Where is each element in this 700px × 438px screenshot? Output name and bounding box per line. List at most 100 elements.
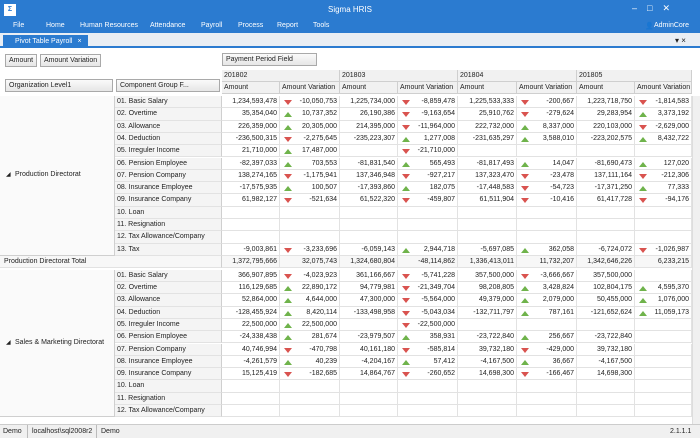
value-cell: 11,732,207 bbox=[517, 255, 577, 269]
variation-arrow bbox=[284, 310, 292, 316]
value-cell bbox=[577, 318, 635, 332]
menu-item[interactable]: Payroll bbox=[201, 22, 223, 29]
value-cell: -9,003,861 bbox=[222, 243, 280, 256]
variation-arrow bbox=[521, 273, 529, 279]
value-cell bbox=[222, 392, 280, 405]
group-cell bbox=[0, 269, 115, 418]
value-cell: -24,338,438 bbox=[222, 331, 280, 344]
variation-arrow bbox=[402, 186, 410, 192]
value-cell: 116,129,685 bbox=[222, 282, 280, 295]
variation-arrow bbox=[402, 298, 410, 304]
variation-arrow bbox=[521, 112, 529, 118]
variation-arrow bbox=[521, 173, 529, 179]
variation-arrow bbox=[521, 286, 529, 291]
menu-item[interactable]: Attendance bbox=[150, 22, 186, 29]
value-cell bbox=[280, 206, 340, 219]
value-cell: 20,305,000 bbox=[280, 120, 340, 133]
value-cell bbox=[280, 392, 340, 405]
expand-icon[interactable]: ◢ bbox=[6, 339, 11, 346]
value-cell: 1,225,734,000 bbox=[340, 96, 398, 109]
variation-arrow bbox=[284, 136, 292, 142]
data-field-button[interactable]: Amount bbox=[5, 54, 38, 67]
value-cell: 1,277,008 bbox=[398, 132, 458, 146]
data-field-button[interactable]: Amount Variation bbox=[40, 54, 102, 67]
variation-arrow bbox=[284, 359, 292, 365]
value-cell: -236,500,315 bbox=[222, 132, 280, 146]
value-cell bbox=[635, 343, 692, 356]
scrollbar[interactable] bbox=[692, 96, 700, 424]
value-cell: 127,020 bbox=[635, 157, 692, 170]
variation-arrow bbox=[639, 310, 647, 316]
column-field-button[interactable]: Payment Period Field bbox=[222, 53, 317, 66]
value-cell bbox=[635, 405, 692, 418]
value-cell: 61,417,728 bbox=[577, 194, 635, 207]
row-label: 10. Loan bbox=[115, 380, 222, 393]
value-cell bbox=[635, 206, 692, 219]
value-cell: -4,261,579 bbox=[222, 355, 280, 369]
user-name[interactable]: AdminCore bbox=[654, 22, 690, 29]
menu-item[interactable]: Report bbox=[277, 22, 299, 29]
value-cell: 61,522,320 bbox=[340, 194, 398, 207]
tab-controls[interactable]: ▾ × bbox=[675, 36, 686, 45]
value-cell: 137,111,164 bbox=[577, 169, 635, 183]
variation-arrow bbox=[402, 112, 410, 118]
value-cell: -212,306 bbox=[635, 169, 692, 183]
value-cell: -429,000 bbox=[517, 343, 577, 356]
measure-header: Amount Variation bbox=[280, 82, 340, 94]
value-cell: 22,500,000 bbox=[280, 318, 340, 332]
variation-arrow bbox=[402, 310, 410, 316]
row-label: 12. Tax Allowance/Company bbox=[115, 231, 222, 244]
value-cell: -10,050,753 bbox=[280, 96, 340, 109]
value-cell: 138,274,165 bbox=[222, 169, 280, 183]
value-cell: 77,333 bbox=[635, 182, 692, 195]
value-cell bbox=[340, 206, 398, 219]
menu-item[interactable]: File bbox=[13, 22, 25, 29]
row-field-button[interactable]: Component Group F... bbox=[116, 79, 220, 92]
value-cell bbox=[635, 219, 692, 232]
value-cell: -200,667 bbox=[517, 96, 577, 109]
value-cell: -5,741,228 bbox=[398, 269, 458, 282]
value-cell bbox=[458, 392, 517, 405]
value-cell bbox=[340, 405, 398, 418]
value-cell: 17,487,000 bbox=[280, 145, 340, 158]
variation-arrow bbox=[284, 124, 292, 130]
value-cell bbox=[280, 219, 340, 232]
value-cell: -132,711,797 bbox=[458, 306, 517, 319]
value-cell: -182,685 bbox=[280, 368, 340, 381]
variation-arrow bbox=[639, 100, 647, 105]
row-label: 13. Tax bbox=[115, 243, 222, 256]
expand-icon[interactable]: ◢ bbox=[6, 171, 11, 178]
menu-item[interactable]: Process bbox=[238, 22, 264, 29]
value-cell bbox=[398, 392, 458, 405]
row-label: 05. Irreguler Income bbox=[115, 318, 222, 332]
menu-item[interactable]: Human Resources bbox=[80, 22, 138, 29]
value-cell bbox=[517, 206, 577, 219]
value-cell bbox=[340, 219, 398, 232]
value-cell: 281,674 bbox=[280, 331, 340, 344]
value-cell bbox=[577, 145, 635, 158]
menu-item[interactable]: Tools bbox=[313, 22, 330, 29]
tab[interactable]: Pivot Table Payroll × bbox=[3, 35, 88, 48]
app-icon: Σ bbox=[4, 4, 16, 16]
value-cell: 1,225,533,333 bbox=[458, 96, 517, 109]
row-label: 02. Overtime bbox=[115, 282, 222, 295]
variation-arrow bbox=[284, 335, 292, 341]
window-controls[interactable]: –□✕ bbox=[632, 3, 680, 13]
tab-close[interactable]: × bbox=[77, 38, 82, 45]
menu-item[interactable]: Home bbox=[46, 22, 65, 29]
value-cell: -231,635,297 bbox=[458, 132, 517, 146]
value-cell bbox=[280, 231, 340, 244]
value-cell: 94,779,981 bbox=[340, 282, 398, 295]
value-cell: -223,202,575 bbox=[577, 132, 635, 146]
value-cell bbox=[458, 380, 517, 393]
value-cell: 1,324,680,804 bbox=[340, 255, 398, 269]
period-header: 201804 bbox=[458, 70, 577, 82]
row-field-button[interactable]: Organization Level1 bbox=[5, 79, 113, 92]
value-cell bbox=[458, 231, 517, 244]
value-cell: 35,354,040 bbox=[222, 108, 280, 121]
value-cell: -82,397,033 bbox=[222, 157, 280, 170]
value-cell: -5,697,085 bbox=[458, 243, 517, 256]
value-cell: -2,275,645 bbox=[280, 132, 340, 146]
value-cell: 1,234,593,478 bbox=[222, 96, 280, 109]
